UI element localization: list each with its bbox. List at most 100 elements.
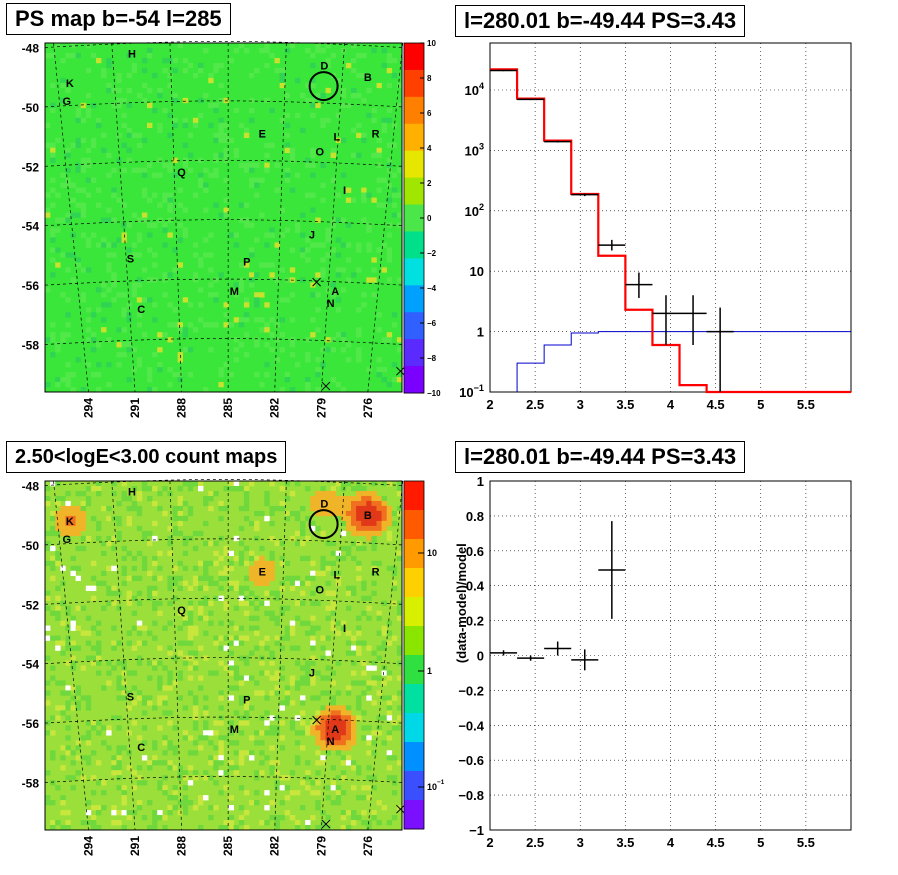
- cross-marker: [312, 715, 321, 725]
- source-label-B: B: [364, 72, 372, 84]
- y-tick-label: 0.8: [466, 509, 484, 524]
- lon-gridline: [169, 480, 182, 831]
- source-label-K: K: [66, 78, 74, 90]
- y-tick-label: 1: [477, 325, 484, 340]
- background-model-line: [516, 331, 851, 392]
- colorbar-segment: [404, 231, 424, 259]
- y-tick-label: 103: [464, 141, 484, 158]
- y-tick-label: −0.4: [458, 718, 484, 733]
- lon-gridline: [274, 480, 287, 831]
- source-label-P: P: [243, 256, 250, 268]
- lon-gridline: [274, 42, 287, 393]
- x-tick-label: 282: [268, 398, 282, 418]
- colorbar-segment: [404, 69, 424, 98]
- colorbar-segment: [404, 366, 424, 394]
- cross-marker: [396, 366, 405, 376]
- x-tick-label: 291: [128, 398, 142, 418]
- plot-frame: [489, 42, 852, 393]
- source-label-E: E: [259, 129, 266, 141]
- cross-marker: [321, 381, 331, 391]
- y-tick-label: 0.2: [466, 614, 484, 629]
- x-tick-label: 294: [81, 836, 95, 856]
- lon-gridline: [111, 480, 136, 831]
- y-tick-label: -52: [22, 160, 40, 174]
- y-tick-label: -52: [22, 598, 40, 612]
- x-tick-label: 288: [175, 836, 189, 856]
- y-tick-label: 10−1: [459, 383, 484, 400]
- colorbar-segment: [404, 258, 424, 286]
- lon-gridline: [367, 42, 404, 393]
- ps-map-panel: H KG D B E L R O Q I J S P M AN C -48 -50 -52 -54 -56 -58 294 2…: [22, 39, 441, 418]
- y-tick-label: -48: [22, 479, 40, 493]
- y-tick-label: -54: [22, 658, 40, 672]
- source-label-L: L: [333, 570, 340, 582]
- source-label-G: G: [62, 534, 71, 546]
- y-tick-label: −1: [469, 823, 484, 838]
- y-tick-label: 102: [464, 202, 484, 219]
- colorbar-segment: [404, 539, 424, 569]
- residual-panel: 2 2.5 3 3.5 4 4.5 5 5.5 1 0.8 0.6 0.4 0.2 0 −0.2 −0.4 −0…: [454, 474, 852, 850]
- source-label-I: I: [343, 623, 346, 635]
- colorbar-tick-label: −6: [427, 319, 437, 328]
- x-tick-label: 288: [175, 398, 189, 418]
- y-tick-label: -54: [22, 220, 40, 234]
- count-map-panel: H KG D B E L R O Q I J S P M AN C -48 -50 -52 -54 -56 -58 294 2…: [22, 479, 425, 856]
- colorbar-tick-label: 4: [427, 144, 432, 153]
- y-tick-label: -56: [22, 717, 40, 731]
- colorbar-segment: [404, 150, 424, 179]
- y-tick-label: -48: [22, 41, 40, 55]
- x-tick-label: 4.5: [707, 397, 725, 412]
- colorbar-tick-label: 2: [427, 179, 432, 188]
- x-tick-label: 5: [757, 835, 764, 850]
- source-label-Q: Q: [177, 605, 186, 617]
- cross-marker: [312, 277, 321, 287]
- y-tick-label: 0.4: [466, 579, 485, 594]
- lon-gridline: [53, 480, 89, 831]
- source-label-N: N: [327, 298, 335, 310]
- source-label-O: O: [315, 584, 324, 596]
- source-label-M: M: [230, 724, 239, 736]
- source-label-A: A: [331, 724, 339, 736]
- selected-source-circle: [308, 71, 339, 102]
- colorbar-tick-label: 10: [427, 548, 437, 558]
- y-tick-label: 10: [470, 264, 484, 279]
- source-label-N: N: [327, 736, 335, 748]
- colorbar-tick-label: 8: [427, 74, 432, 83]
- colorbar-tick-label: 6: [427, 109, 432, 118]
- y-tick-label: -56: [22, 279, 40, 293]
- map-frame: [44, 480, 403, 831]
- source-label-D: D: [320, 60, 328, 72]
- x-tick-label: 285: [221, 398, 235, 418]
- source-label-C: C: [137, 304, 145, 316]
- y-tick-label: 104: [464, 81, 484, 98]
- source-label-E: E: [259, 567, 266, 579]
- colorbar-segment: [404, 481, 424, 511]
- colorbar-segment: [404, 626, 424, 656]
- x-tick-label: 3.5: [616, 397, 634, 412]
- bottom-left-title: 2.50<logE<3.00 count maps: [6, 441, 287, 473]
- y-tick-label: -50: [22, 101, 40, 115]
- source-label-Q: Q: [177, 167, 186, 179]
- y-tick-label: -58: [22, 338, 40, 352]
- lon-gridline: [169, 42, 182, 393]
- colorbar-tick-label: 1: [427, 666, 432, 676]
- lon-gridline: [320, 42, 345, 393]
- cross-marker: [321, 819, 331, 829]
- colorbar-segment: [404, 771, 424, 801]
- x-tick-label: 5: [757, 397, 764, 412]
- colorbar-segment: [404, 339, 424, 367]
- source-label-H: H: [128, 48, 136, 60]
- source-label-J: J: [309, 668, 315, 680]
- source-label-J: J: [309, 230, 315, 242]
- source-label-A: A: [331, 286, 339, 298]
- colorbar-segment: [404, 568, 424, 598]
- colorbar-segment: [404, 684, 424, 714]
- source-label-C: C: [137, 742, 145, 754]
- x-tick-label: 279: [314, 836, 328, 856]
- x-tick-label: 282: [268, 836, 282, 856]
- y-tick-label: −0.8: [458, 788, 484, 803]
- source-label-B: B: [364, 510, 372, 522]
- colorbar-segment: [404, 96, 424, 125]
- colorbar-segment: [404, 713, 424, 743]
